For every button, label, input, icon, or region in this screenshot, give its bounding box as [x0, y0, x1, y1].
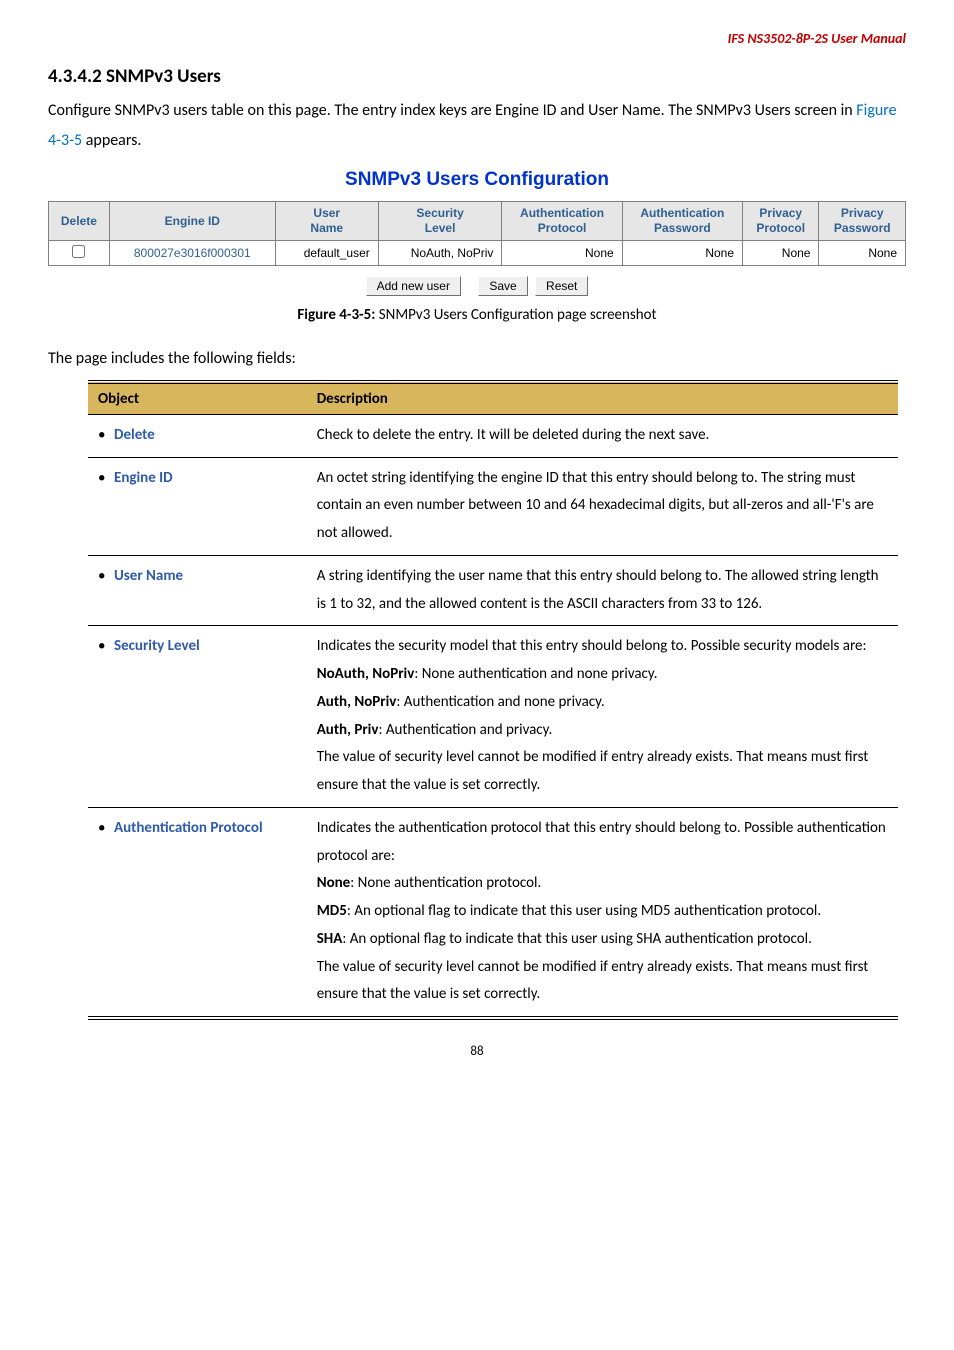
description-line: Indicates the authentication protocol th…	[317, 815, 888, 871]
cell-priv-password: None	[819, 241, 906, 266]
section-number: 4.3.4.2	[48, 65, 102, 88]
cell-engine-id: 800027e3016f000301	[109, 241, 275, 266]
description-text: Indicates the authentication protocol th…	[317, 819, 886, 865]
bullet-icon: •	[98, 633, 114, 661]
table-row: •User NameA string identifying the user …	[88, 555, 898, 626]
description-term: Auth, Priv	[317, 721, 379, 739]
object-label: Authentication Protocol	[114, 815, 263, 843]
section-paragraph: Configure SNMPv3 users table on this pag…	[48, 96, 906, 155]
object-label: Delete	[114, 422, 155, 450]
cell-user-name: default_user	[275, 241, 378, 266]
col-delete: Delete	[49, 202, 110, 241]
col-engine-id: Engine ID	[109, 202, 275, 241]
bullet-icon: •	[98, 422, 114, 450]
description-term: None	[317, 874, 351, 892]
description-line: Auth, NoPriv: Authentication and none pr…	[317, 689, 888, 717]
cell-auth-password: None	[622, 241, 742, 266]
cell-priv-protocol: None	[743, 241, 819, 266]
button-row: Add new user Save Reset	[48, 276, 906, 296]
col-priv-protocol: Privacy Protocol	[743, 202, 819, 241]
description-line: Auth, Priv: Authentication and privacy.	[317, 717, 888, 745]
table-row: •Security Level Indicates the security mo…	[88, 626, 898, 808]
col-auth-password: Authentication Password	[622, 202, 742, 241]
cell-delete	[49, 241, 110, 266]
table-row: 800027e3016f000301 default_user NoAuth, …	[49, 241, 906, 266]
description-cell: Check to delete the entry. It will be de…	[307, 414, 898, 457]
description-text: : Authentication and none privacy.	[396, 693, 604, 711]
description-text: : None authentication and none privacy.	[414, 665, 657, 683]
description-term: NoAuth, NoPriv	[317, 665, 415, 683]
description-line: Indicates the security model that this e…	[317, 633, 888, 661]
description-text: : An optional flag to indicate that this…	[342, 930, 812, 948]
object-label: Security Level	[114, 633, 200, 661]
description-line: The value of security level cannot be mo…	[317, 954, 888, 1010]
description-text: The value of security level cannot be mo…	[317, 748, 869, 794]
object-cell: •Security Level	[88, 626, 307, 808]
description-text: A string identifying the user name that …	[317, 567, 879, 613]
section-title: SNMPv3 Users	[106, 65, 221, 88]
table-row: •Engine IDAn octet string identifying th…	[88, 457, 898, 555]
col-user-name: User Name	[275, 202, 378, 241]
description-text: : Authentication and privacy.	[378, 721, 552, 739]
table-row: •Delete Check to delete the entry. It wil…	[88, 414, 898, 457]
header-object: Object	[88, 382, 307, 415]
lead-in-text: The page includes the following fields:	[48, 344, 906, 374]
table-row: •Authentication ProtocolIndicates the au…	[88, 807, 898, 1018]
description-text: Indicates the security model that this e…	[317, 637, 867, 655]
object-cell: •User Name	[88, 555, 307, 626]
add-new-user-button[interactable]: Add new user	[366, 276, 461, 296]
description-line: SHA: An optional flag to indicate that t…	[317, 926, 888, 954]
description-term: MD5	[317, 902, 347, 920]
cell-security-level: NoAuth, NoPriv	[378, 241, 502, 266]
col-priv-password: Privacy Password	[819, 202, 906, 241]
description-line: NoAuth, NoPriv: None authentication and …	[317, 661, 888, 689]
section-heading: 4.3.4.2 SNMPv3 Users	[48, 65, 906, 88]
description-line: The value of security level cannot be mo…	[317, 744, 888, 800]
col-security-level: Security Level	[378, 202, 502, 241]
bullet-icon: •	[98, 815, 114, 843]
para-text-b: appears.	[82, 131, 141, 150]
figure-caption-bold: Figure 4-3-5:	[297, 306, 378, 324]
description-line: None: None authentication protocol.	[317, 870, 888, 898]
object-label: Engine ID	[114, 465, 173, 493]
figure-caption: Figure 4-3-5: SNMPv3 Users Configuration…	[48, 306, 906, 324]
object-cell: •Engine ID	[88, 457, 307, 555]
description-cell: A string identifying the user name that …	[307, 555, 898, 626]
col-auth-protocol: Authentication Protocol	[502, 202, 622, 241]
snmp-config-title: SNMPv3 Users Configuration	[48, 169, 906, 191]
snmp-users-table: Delete Engine ID User Name Security Leve…	[48, 201, 906, 266]
description-line: An octet string identifying the engine I…	[317, 465, 888, 548]
bullet-icon: •	[98, 563, 114, 591]
description-text: The value of security level cannot be mo…	[317, 958, 869, 1004]
description-line: A string identifying the user name that …	[317, 563, 888, 619]
description-text: : None authentication protocol.	[350, 874, 541, 892]
figure-caption-rest: SNMPv3 Users Configuration page screensh…	[379, 306, 657, 324]
description-text: : An optional flag to indicate that this…	[347, 902, 821, 920]
cell-auth-protocol: None	[502, 241, 622, 266]
description-cell: Indicates the authentication protocol th…	[307, 807, 898, 1018]
reset-button[interactable]: Reset	[535, 276, 588, 296]
description-term: SHA	[317, 930, 343, 948]
bullet-icon: •	[98, 465, 114, 493]
page-number: 88	[48, 1044, 906, 1059]
para-text-a: Configure SNMPv3 users table on this pag…	[48, 101, 856, 120]
object-cell: •Delete	[88, 414, 307, 457]
object-description-table: Object Description •DeleteCheck to delet…	[88, 380, 898, 1020]
save-button[interactable]: Save	[478, 276, 527, 296]
description-line: Check to delete the entry. It will be de…	[317, 422, 888, 450]
description-cell: An octet string identifying the engine I…	[307, 457, 898, 555]
description-cell: Indicates the security model that this e…	[307, 626, 898, 808]
object-label: User Name	[114, 563, 183, 591]
description-term: Auth, NoPriv	[317, 693, 397, 711]
description-text: An octet string identifying the engine I…	[317, 469, 874, 543]
header-description: Description	[307, 382, 898, 415]
running-header: IFS NS3502-8P-2S User Manual	[48, 30, 906, 47]
object-cell: •Authentication Protocol	[88, 807, 307, 1018]
delete-checkbox[interactable]	[72, 245, 85, 258]
description-text: Check to delete the entry. It will be de…	[317, 426, 710, 444]
description-line: MD5: An optional flag to indicate that t…	[317, 898, 888, 926]
